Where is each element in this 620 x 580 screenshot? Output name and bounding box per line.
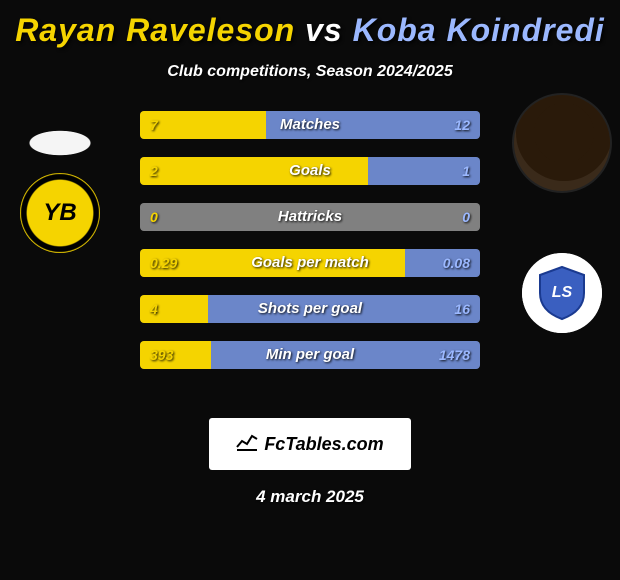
stat-value-left: 7 xyxy=(150,111,158,139)
stat-value-left: 0.29 xyxy=(150,249,177,277)
stat-value-right: 12 xyxy=(454,111,470,139)
vs-text: vs xyxy=(295,12,352,48)
stat-value-right: 16 xyxy=(454,295,470,323)
subtitle: Club competitions, Season 2024/2025 xyxy=(0,63,620,81)
player-right-avatar xyxy=(512,93,612,193)
stat-row: Min per goal393 1478 xyxy=(140,341,480,369)
player-left-name: Rayan Raveleson xyxy=(15,12,295,48)
branding-box: FcTables.com xyxy=(210,419,410,469)
stat-label: Goals per match xyxy=(140,249,480,277)
stat-row: Shots per goal4 16 xyxy=(140,295,480,323)
stat-value-right: 0 xyxy=(462,203,470,231)
shield-icon: LS xyxy=(532,263,592,323)
stat-value-left: 393 xyxy=(150,341,173,369)
comparison-title: Rayan Raveleson vs Koba Koindredi xyxy=(0,0,620,49)
stat-row: Goals per match0.29 0.08 xyxy=(140,249,480,277)
date-text: 4 march 2025 xyxy=(0,487,620,507)
stat-bars: Matches7 12 Goals2 1 Hattricks0 0 Goals per ma… xyxy=(140,111,480,387)
stat-label: Matches xyxy=(140,111,480,139)
stat-label: Shots per goal xyxy=(140,295,480,323)
branding-text: FcTables.com xyxy=(264,434,383,455)
club-left-badge: YB xyxy=(20,173,100,253)
stat-row: Matches7 12 xyxy=(140,111,480,139)
stat-label: Min per goal xyxy=(140,341,480,369)
stat-value-left: 2 xyxy=(150,157,158,185)
club-right-badge: LS xyxy=(522,253,602,333)
stat-value-left: 0 xyxy=(150,203,158,231)
stat-value-right: 1 xyxy=(462,157,470,185)
player-right-name: Koba Koindredi xyxy=(353,12,605,48)
stat-row: Hattricks0 0 xyxy=(140,203,480,231)
stat-label: Goals xyxy=(140,157,480,185)
stat-value-right: 1478 xyxy=(439,341,470,369)
club-left-label: YB xyxy=(43,199,76,227)
svg-text:LS: LS xyxy=(552,284,573,301)
stat-row: Goals2 1 xyxy=(140,157,480,185)
stat-value-left: 4 xyxy=(150,295,158,323)
stat-value-right: 0.08 xyxy=(443,249,470,277)
chart-icon xyxy=(236,433,258,456)
stat-label: Hattricks xyxy=(140,203,480,231)
